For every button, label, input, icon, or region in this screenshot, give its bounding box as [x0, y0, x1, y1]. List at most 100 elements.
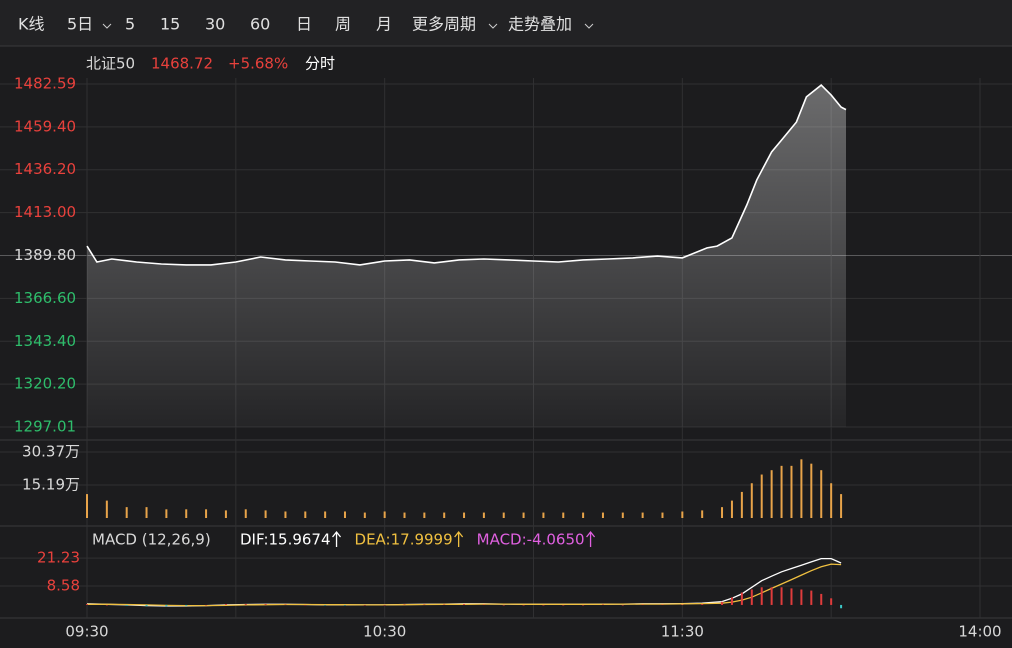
macd-bar [224, 604, 227, 605]
chevron[interactable] [102, 23, 112, 29]
macd-bar [542, 604, 545, 606]
price-area [87, 85, 846, 427]
macd-bar [383, 604, 386, 606]
y-tick-label: 30.37万 [22, 443, 80, 461]
macd-bar [740, 592, 743, 605]
legend-entry: DIF:15.9674 [240, 531, 331, 549]
toolbar-item[interactable]: 走势叠加 [508, 15, 572, 34]
change-percent: +5.68% [228, 55, 288, 73]
macd-bar [562, 604, 565, 606]
volume-bar [205, 509, 208, 518]
volume-bar [105, 500, 108, 518]
volume-bar [542, 512, 545, 518]
macd-bar [165, 604, 168, 607]
volume-bar [721, 507, 724, 518]
volume-bar [522, 512, 525, 518]
legend-entry: DEA:17.9999 [355, 531, 453, 549]
toolbar-item[interactable]: 月 [376, 15, 392, 34]
volume-bar [363, 512, 366, 518]
y-tick-label: 8.58 [47, 577, 80, 595]
y-tick-label: 1459.40 [14, 117, 76, 135]
toolbar-item[interactable]: 更多周期 [412, 15, 476, 34]
y-tick-label: 1297.01 [14, 418, 76, 436]
macd-bar [502, 604, 505, 606]
y-tick-label: 1413.00 [14, 203, 76, 221]
volume-bar [502, 512, 505, 518]
legend-arrow [332, 530, 342, 547]
toolbar-item[interactable]: K线 [18, 15, 45, 34]
x-tick-label: 09:30 [65, 623, 108, 641]
macd-bar [810, 590, 813, 605]
y-tick-label: 1436.20 [14, 160, 76, 178]
macd-bar [443, 604, 446, 605]
macd-bar [86, 604, 88, 605]
macd-title: MACD (12,26,9) [92, 531, 211, 549]
volume-bar [343, 511, 346, 518]
volume-bar [601, 512, 604, 518]
toolbar [0, 0, 1012, 46]
macd-bar [343, 604, 346, 606]
x-tick-label: 14:00 [958, 623, 1001, 641]
x-tick-label: 11:30 [661, 623, 704, 641]
price-line [86, 84, 847, 266]
macd-bar [721, 601, 724, 605]
volume-bar [701, 510, 704, 518]
volume-bar [324, 511, 327, 518]
y-tick-label: 1389.80 [14, 246, 76, 264]
macd-bar [423, 604, 426, 605]
volume-bar [820, 470, 823, 518]
legend-entry: MACD:-4.0650 [477, 531, 585, 549]
index-name: 北证50 [86, 55, 135, 73]
volume-bar [750, 483, 753, 518]
volume-bar [582, 512, 585, 518]
macd-bar [105, 604, 108, 606]
macd-bar [641, 604, 644, 605]
x-tick-label: 10:30 [363, 623, 406, 641]
toolbar-item[interactable]: 30 [205, 15, 225, 34]
volume-bar [86, 494, 88, 518]
macd-bar [244, 604, 247, 605]
macd-bar [661, 604, 664, 605]
volume-bar [641, 512, 644, 518]
macd-bar [284, 604, 287, 605]
macd-bar [582, 604, 585, 606]
macd-bar [185, 604, 188, 606]
volume-bar [482, 512, 485, 518]
macd-bar [681, 604, 684, 605]
volume-bar [264, 510, 267, 518]
volume-bar [284, 511, 287, 518]
toolbar-item[interactable]: 日 [296, 15, 312, 34]
volume-bar [760, 474, 763, 518]
toolbar-item[interactable]: 60 [250, 15, 270, 34]
macd-bar [760, 587, 763, 605]
macd-bar [800, 589, 803, 605]
macd-bar [463, 604, 466, 605]
volume-bar [562, 512, 565, 518]
last-price: 1468.72 [151, 55, 213, 73]
chevron[interactable] [584, 23, 594, 29]
toolbar-item[interactable]: 周 [335, 15, 351, 34]
toolbar-item[interactable]: 5 [125, 15, 135, 34]
volume-bar [443, 512, 446, 518]
volume-bar [780, 465, 783, 518]
toolbar-item[interactable]: 5日 [67, 15, 93, 34]
macd-bar [840, 604, 843, 609]
volume-bar [383, 511, 386, 518]
volume-bar [830, 483, 833, 518]
macd-bar [205, 604, 208, 606]
volume-bar [770, 470, 773, 518]
macd-bar [730, 597, 733, 605]
volume-bar [730, 500, 733, 518]
macd-line [87, 563, 842, 607]
macd-bar [701, 604, 704, 605]
macd-bar [304, 604, 307, 606]
volume-bar [790, 465, 793, 518]
volume-bar [165, 509, 168, 518]
macd-bar [621, 604, 624, 606]
chevron[interactable] [488, 23, 498, 29]
volume-bar [800, 459, 803, 518]
toolbar-item[interactable]: 15 [160, 15, 180, 34]
volume-bar [145, 507, 148, 518]
macd-bar [403, 604, 406, 605]
